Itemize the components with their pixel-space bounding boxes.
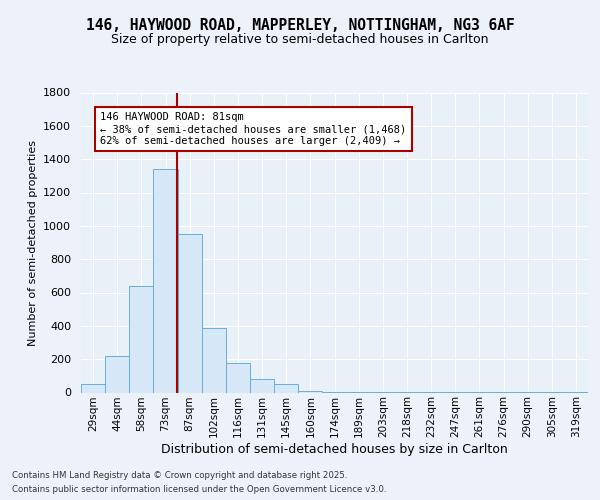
Bar xyxy=(178,234,202,392)
Bar xyxy=(154,169,178,392)
Bar xyxy=(129,286,154,393)
X-axis label: Distribution of semi-detached houses by size in Carlton: Distribution of semi-detached houses by … xyxy=(161,443,508,456)
Text: Size of property relative to semi-detached houses in Carlton: Size of property relative to semi-detach… xyxy=(111,32,489,46)
Bar xyxy=(105,356,129,393)
Bar xyxy=(298,391,322,392)
Bar xyxy=(202,328,226,392)
Text: Contains HM Land Registry data © Crown copyright and database right 2025.: Contains HM Land Registry data © Crown c… xyxy=(12,472,347,480)
Bar xyxy=(226,364,250,392)
Text: Contains public sector information licensed under the Open Government Licence v3: Contains public sector information licen… xyxy=(12,486,386,494)
Text: 146 HAYWOOD ROAD: 81sqm
← 38% of semi-detached houses are smaller (1,468)
62% of: 146 HAYWOOD ROAD: 81sqm ← 38% of semi-de… xyxy=(100,112,407,146)
Text: 146, HAYWOOD ROAD, MAPPERLEY, NOTTINGHAM, NG3 6AF: 146, HAYWOOD ROAD, MAPPERLEY, NOTTINGHAM… xyxy=(86,18,514,32)
Bar xyxy=(81,384,105,392)
Bar xyxy=(274,384,298,392)
Bar xyxy=(250,379,274,392)
Y-axis label: Number of semi-detached properties: Number of semi-detached properties xyxy=(28,140,38,346)
